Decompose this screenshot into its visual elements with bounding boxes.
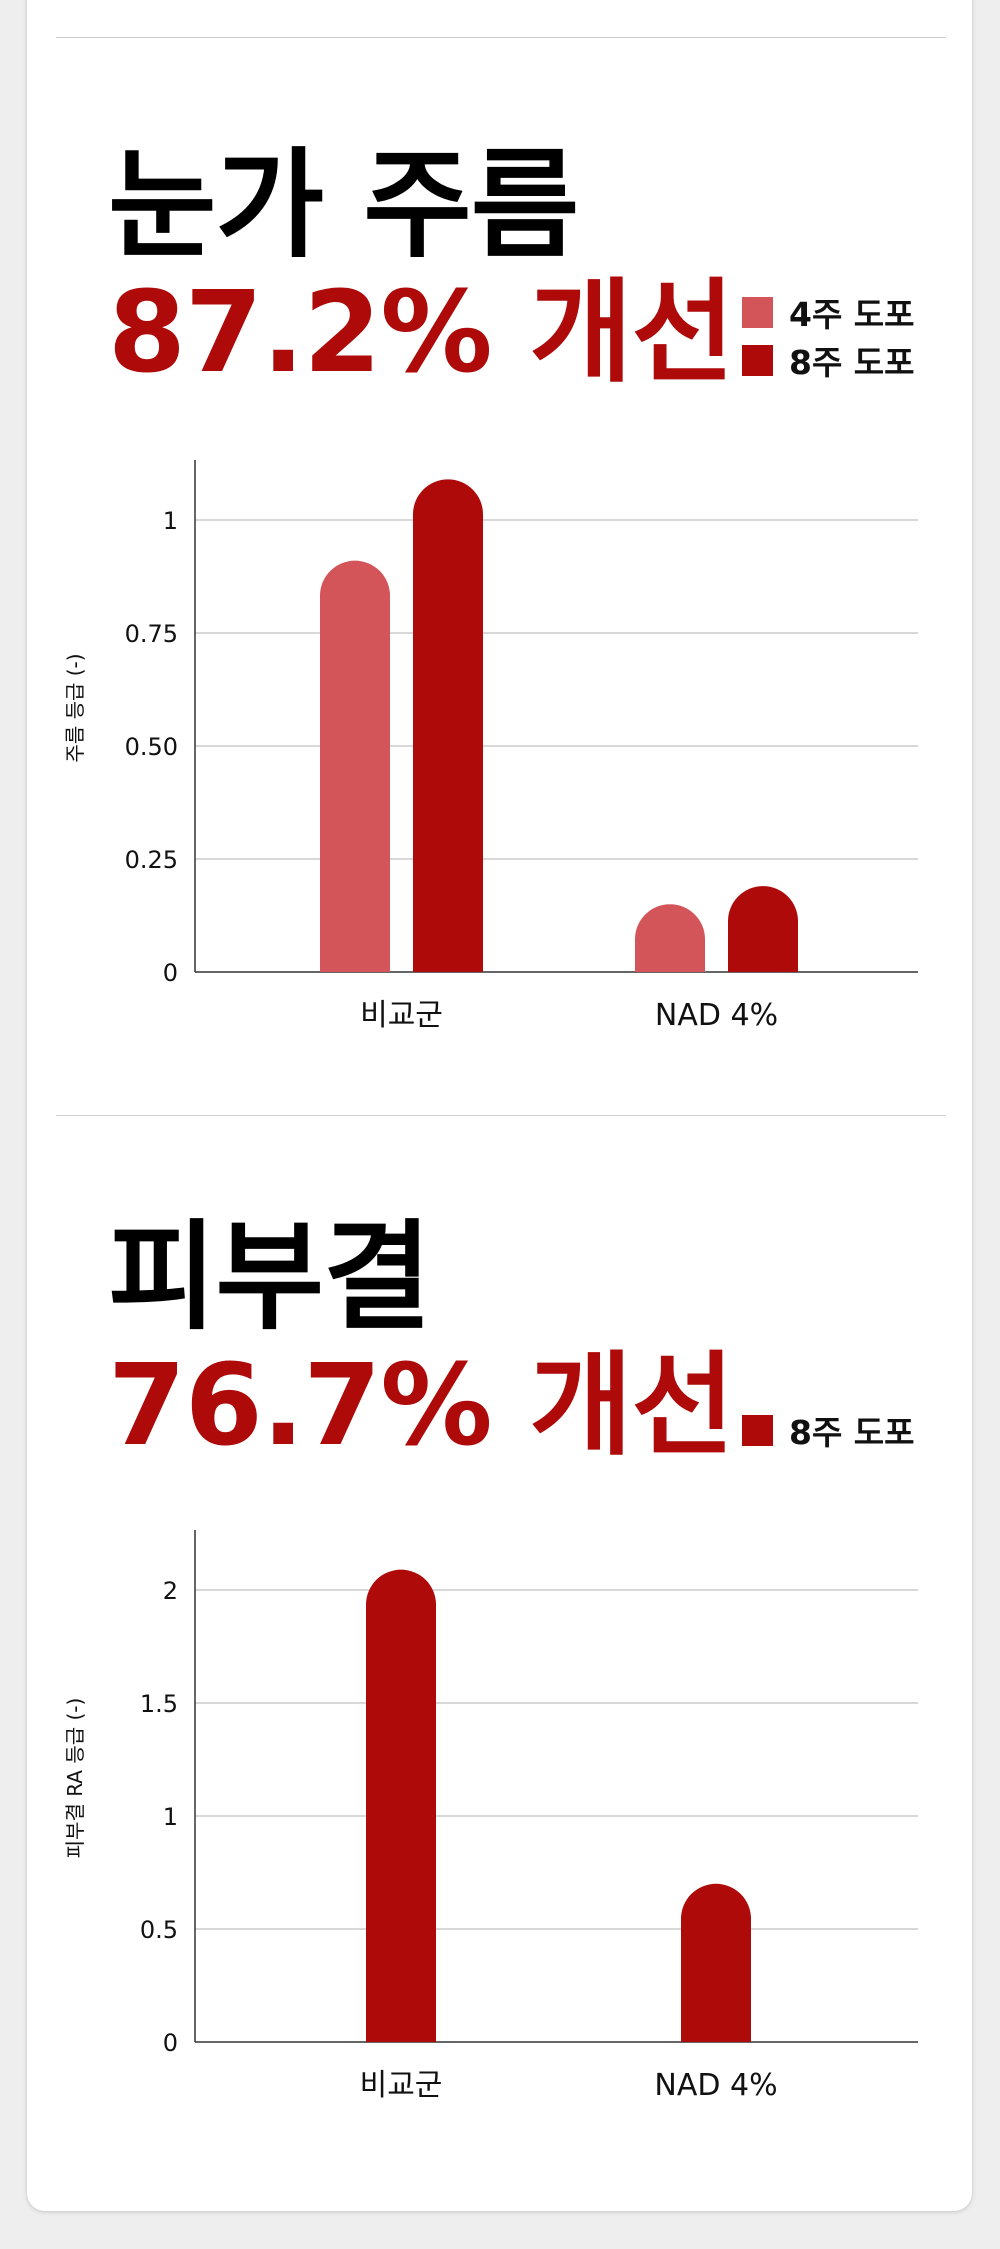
legend-swatch-8week-texture: [742, 1414, 773, 1446]
texture-title: 피부결: [108, 1208, 432, 1346]
legend-label-4week: 4주 도포: [789, 295, 915, 334]
x-category-label: 비교군: [360, 2068, 443, 2103]
legend-item-4week: 4주 도포: [742, 288, 915, 336]
y-tick-label: 2: [163, 1577, 178, 1605]
wrinkle-legend: 4주 도포 8주 도포: [742, 288, 915, 384]
bar-8week-control: [366, 1569, 436, 2042]
y-axis-title: 피부결 RA 등급 (-): [63, 1698, 87, 1859]
wrinkle-grade-chart: 0 0.25 0.50 0.75 1 주름 등급 (-) 비교군 NAD 4%: [63, 460, 918, 1033]
legend-label-8week-texture: 8주 도포: [789, 1413, 915, 1452]
legend-swatch-4week: [742, 296, 773, 328]
legend-item-8week: 8주 도포: [742, 336, 915, 384]
y-tick-label: 1: [163, 507, 178, 535]
y-tick-label: 1: [163, 1803, 178, 1831]
y-tick-label: 0: [163, 959, 178, 987]
y-tick-label: 0.5: [140, 1916, 178, 1944]
texture-legend: 8주 도포: [742, 1406, 915, 1454]
bar-8week-nad4: [728, 886, 798, 972]
texture-improvement-rate: 76.7% 개선: [108, 1341, 735, 1471]
x-category-label: NAD 4%: [654, 2068, 777, 2103]
section-divider-middle: [56, 1115, 946, 1116]
wrinkle-title: 눈가 주름: [108, 136, 579, 274]
legend-item-8week-texture: 8주 도포: [742, 1406, 915, 1454]
section-divider-top: [56, 37, 946, 38]
texture-ra-grade-chart: 0 0.5 1 1.5 2 피부결 RA 등급 (-) 비교군 NAD 4%: [63, 1530, 918, 2103]
y-tick-label: 0.50: [125, 733, 178, 761]
bar-8week-control: [413, 479, 483, 972]
legend-label-8week: 8주 도포: [789, 343, 915, 382]
y-axis-title: 주름 등급 (-): [63, 653, 87, 762]
bar-4week-nad4: [635, 904, 705, 972]
bar-8week-nad4: [681, 1883, 751, 2042]
content-card: [27, 0, 972, 2211]
x-category-label: 비교군: [360, 998, 443, 1033]
x-category-label: NAD 4%: [655, 998, 778, 1033]
y-tick-label: 1.5: [140, 1690, 178, 1718]
y-tick-label: 0: [163, 2029, 178, 2057]
legend-swatch-8week: [742, 344, 773, 376]
y-tick-label: 0.25: [125, 846, 178, 874]
wrinkle-improvement-rate: 87.2% 개선: [108, 268, 735, 398]
y-tick-label: 0.75: [125, 620, 178, 648]
bar-4week-control: [320, 560, 390, 972]
